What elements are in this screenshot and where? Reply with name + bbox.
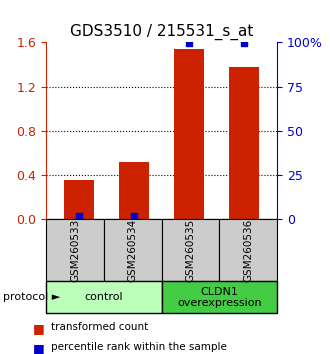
Text: transformed count: transformed count	[51, 322, 148, 332]
Text: GSM260533: GSM260533	[70, 219, 80, 282]
Text: ■: ■	[33, 342, 45, 354]
Text: GSM260534: GSM260534	[128, 219, 138, 282]
Text: CLDN1
overexpression: CLDN1 overexpression	[177, 286, 262, 308]
Point	[242, 41, 247, 46]
Text: GSM260535: GSM260535	[185, 219, 196, 282]
Point	[186, 41, 192, 46]
Text: percentile rank within the sample: percentile rank within the sample	[51, 342, 227, 352]
Point	[132, 213, 137, 219]
Text: control: control	[84, 292, 123, 302]
Text: ■: ■	[33, 322, 45, 335]
Bar	[119, 162, 149, 219]
Title: GDS3510 / 215531_s_at: GDS3510 / 215531_s_at	[70, 23, 253, 40]
Bar	[229, 67, 259, 219]
Point	[77, 213, 82, 219]
Text: GSM260536: GSM260536	[243, 219, 253, 282]
Bar	[174, 49, 204, 219]
Text: protocol ►: protocol ►	[3, 292, 60, 302]
Bar	[64, 180, 94, 219]
